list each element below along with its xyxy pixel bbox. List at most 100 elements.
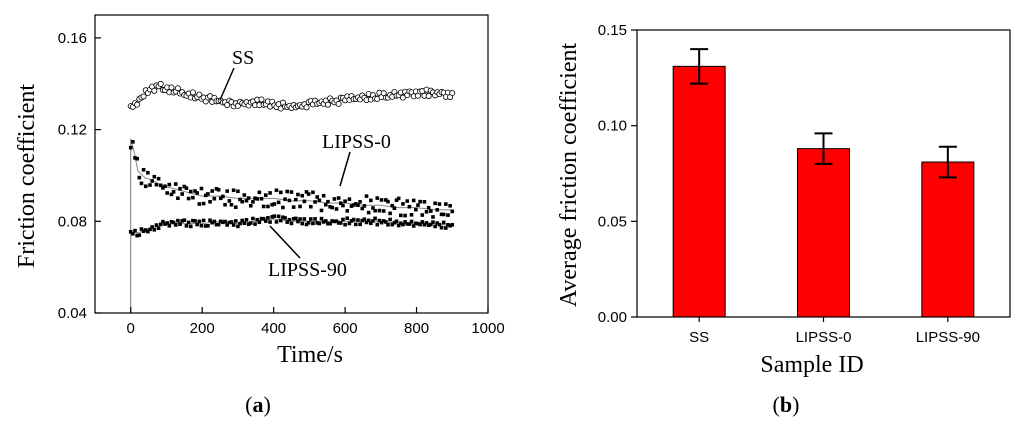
data-point (429, 209, 433, 213)
data-point (246, 196, 251, 200)
data-point (156, 226, 161, 231)
data-point (446, 222, 450, 227)
data-point (304, 222, 309, 227)
data-point (407, 222, 412, 226)
data-point (420, 220, 425, 224)
data-point (135, 233, 139, 238)
data-point (311, 190, 315, 195)
data-point (285, 220, 290, 224)
data-point (437, 222, 442, 227)
data-point (188, 189, 193, 194)
data-point (326, 199, 330, 204)
data-point (418, 222, 422, 227)
data-point (448, 223, 452, 228)
data-point (362, 217, 367, 222)
data-point (221, 220, 225, 225)
annotation-ss-pointer (219, 67, 235, 101)
data-point (308, 217, 313, 221)
data-point (375, 196, 380, 200)
data-point (339, 201, 343, 205)
data-point (281, 215, 285, 220)
panel-b-plot-frame (636, 29, 1011, 318)
data-point (321, 193, 326, 198)
data-point (332, 219, 337, 224)
data-point (233, 219, 238, 223)
bar-lipss-0 (797, 148, 850, 318)
data-point (373, 208, 377, 213)
data-point (362, 204, 367, 208)
data-point (242, 193, 247, 197)
data-point (259, 216, 264, 221)
data-point (371, 206, 375, 210)
data-point (392, 206, 397, 210)
x-tick-label: LIPSS-90 (916, 329, 980, 346)
data-point (163, 222, 167, 226)
y-tick-label: 0.04 (58, 305, 87, 322)
data-point (139, 227, 144, 231)
data-point (334, 219, 339, 223)
data-point (281, 205, 285, 210)
data-point (266, 204, 270, 209)
data-point (411, 224, 416, 228)
data-point (306, 192, 311, 196)
x-tick-label: 800 (404, 320, 429, 337)
data-point (328, 221, 332, 226)
data-point (336, 196, 341, 200)
data-point (253, 222, 257, 226)
data-point (248, 221, 253, 225)
bar-lipss-90 (921, 161, 975, 318)
data-point (201, 201, 206, 206)
data-point (334, 207, 339, 211)
data-point (133, 228, 137, 233)
data-point (261, 216, 266, 221)
data-point (293, 197, 298, 202)
data-point (379, 220, 384, 225)
data-point (431, 220, 435, 224)
data-point (206, 223, 210, 228)
data-point (401, 202, 405, 206)
data-point (158, 183, 163, 188)
data-point (188, 224, 193, 229)
data-point (274, 188, 279, 193)
data-point (141, 167, 146, 172)
x-tick-label: 1000 (471, 320, 504, 337)
data-point (390, 222, 395, 227)
panel-b-x-axis-label: Sample ID (760, 352, 863, 378)
data-point (191, 218, 195, 223)
data-point (158, 222, 163, 227)
data-point (223, 219, 227, 224)
data-point (375, 222, 380, 227)
annotation-lipss-90-pointer (269, 225, 301, 259)
data-point (313, 217, 317, 221)
data-point (319, 208, 324, 213)
annotation-lipss-0-pointer (339, 151, 351, 187)
data-point (251, 200, 255, 204)
data-point (251, 216, 255, 221)
data-point (377, 208, 382, 213)
data-point (257, 220, 262, 225)
y-tick-label: 0.00 (598, 309, 627, 326)
data-point (268, 220, 272, 224)
data-point (210, 220, 214, 225)
data-point (287, 198, 292, 203)
data-point (364, 194, 369, 198)
data-point (323, 202, 328, 207)
data-point (347, 221, 352, 226)
data-point (137, 175, 142, 180)
data-point (244, 217, 249, 222)
data-point (349, 204, 354, 208)
data-point (154, 182, 159, 187)
data-point (208, 218, 212, 223)
data-point (244, 198, 249, 203)
data-point (300, 221, 305, 226)
data-point (248, 203, 253, 208)
data-point (313, 200, 317, 204)
data-point (191, 195, 195, 200)
data-point (178, 186, 182, 191)
data-point (195, 191, 199, 195)
data-point (186, 220, 191, 225)
data-point (326, 221, 330, 226)
data-point (214, 187, 219, 191)
data-point (341, 217, 345, 222)
data-point (444, 226, 448, 230)
